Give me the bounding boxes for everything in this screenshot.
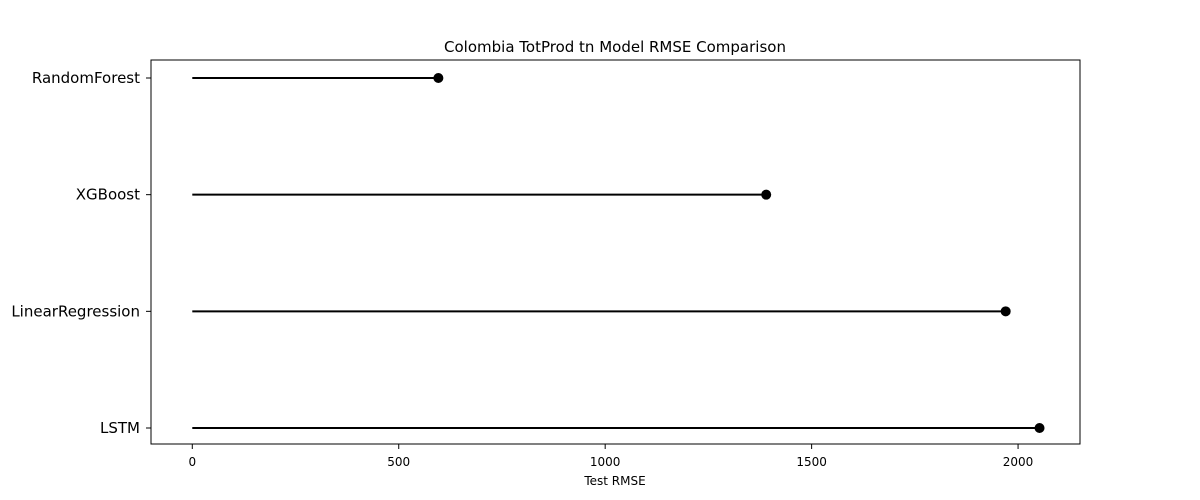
marker-xgboost	[761, 189, 772, 200]
x-axis-label: Test RMSE	[583, 474, 645, 488]
x-tick-label: 500	[387, 455, 410, 469]
x-tick-label: 0	[188, 455, 196, 469]
chart-title: Colombia TotProd tn Model RMSE Compariso…	[444, 38, 786, 56]
x-tick-label: 1500	[796, 455, 827, 469]
y-tick-label-randomforest: RandomForest	[32, 69, 140, 87]
x-axis: 0 500 1000 1500 2000	[188, 444, 1033, 469]
x-tick-label: 2000	[1003, 455, 1034, 469]
y-tick-label-lstm: LSTM	[100, 419, 140, 437]
marker-lstm	[1034, 423, 1045, 433]
x-tick-label: 1000	[590, 455, 621, 469]
chart-marks	[192, 73, 1045, 433]
marker-randomforest	[433, 73, 444, 83]
marker-linearregression	[1000, 306, 1011, 317]
plot-frame	[150, 59, 1081, 445]
y-tick-label-linearregression: LinearRegression	[11, 302, 140, 320]
y-tick-label-xgboost: XGBoost	[76, 186, 140, 204]
y-axis: RandomForest XGBoost LinearRegression LSTM	[11, 69, 151, 437]
